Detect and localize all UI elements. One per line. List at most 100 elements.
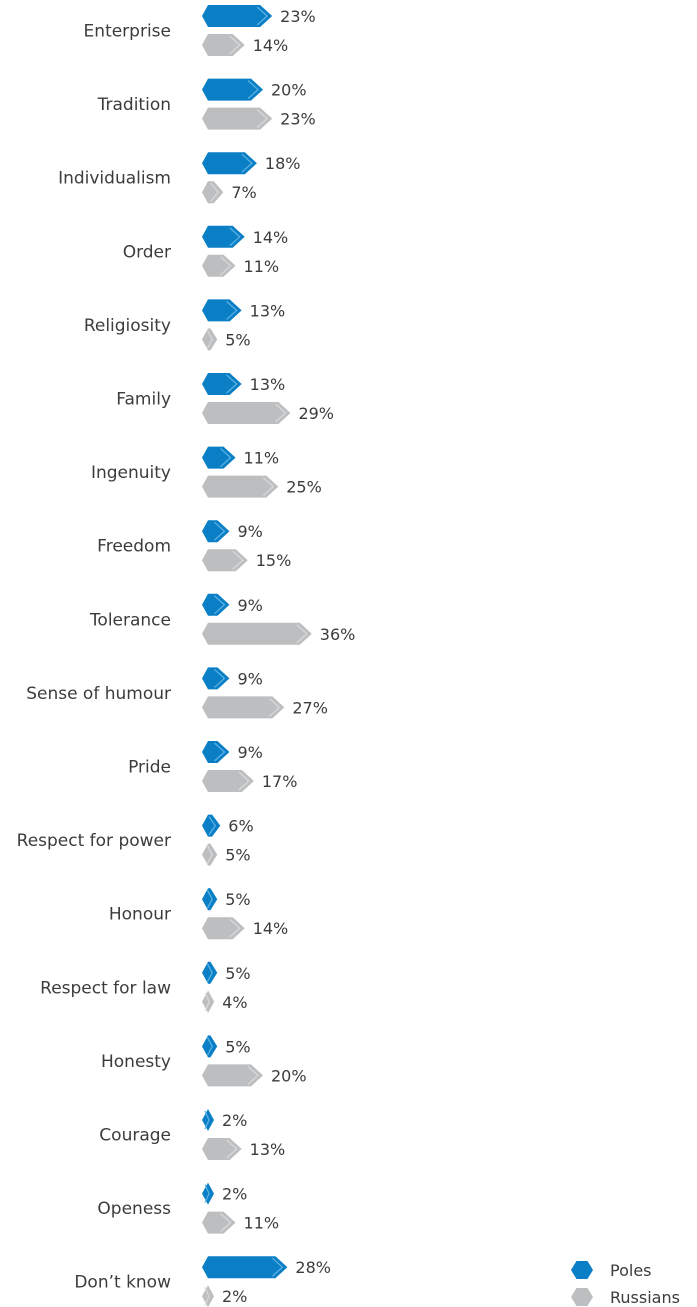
value-label-poles: 5% — [225, 964, 250, 983]
bar-russians-honesty — [202, 1064, 263, 1087]
bar-poles-courage-notch — [204, 1110, 210, 1130]
category-group-openess: Openess 2% 11% — [97, 1182, 280, 1234]
category-label: Ingenuity — [91, 463, 171, 483]
bar-russians-openess-notch — [220, 1213, 232, 1233]
bar-russians-family — [202, 402, 291, 424]
value-label-poles: 5% — [225, 1037, 250, 1056]
category-group-enterprise: Enterprise 23% 14% — [84, 5, 316, 56]
value-label-poles: 28% — [295, 1258, 331, 1277]
bar-russians-ingenuity — [202, 475, 279, 498]
category-label: Tradition — [97, 95, 171, 115]
category-group-courage: Courage 2%13% — [99, 1109, 285, 1160]
plot-area: Enterprise 23% 14% Tradition 20% 23% Individua… — [17, 5, 355, 1307]
legend-label-russians: Russians — [610, 1288, 680, 1307]
value-label-poles: 13% — [250, 375, 286, 394]
value-label-poles: 9% — [237, 596, 262, 615]
bar-russians-tolerance — [202, 622, 312, 645]
value-label-russians: 14% — [253, 36, 289, 55]
bar-russians-pride-notch — [238, 771, 250, 791]
bar-poles-don-t-know-notch — [271, 1257, 284, 1277]
value-label-poles: 23% — [280, 7, 316, 26]
bar-poles-don-t-know — [202, 1256, 288, 1279]
category-label: Family — [116, 390, 171, 410]
category-label: Religiosity — [84, 316, 171, 336]
bar-poles-pride — [202, 741, 230, 763]
bar-russians-pride — [202, 770, 254, 792]
value-label-poles: 9% — [237, 522, 262, 541]
bar-russians-sense-of-humour — [202, 696, 285, 719]
bar-russians-courage — [202, 1138, 242, 1160]
category-group-pride: Pride 9%17% — [128, 741, 297, 792]
bar-russians-order-notch — [220, 256, 232, 276]
category-group-tolerance: Tolerance 9% 36% — [89, 593, 355, 645]
bar-russians-tradition — [202, 107, 273, 130]
value-label-poles: 9% — [237, 669, 262, 688]
bar-russians-respect-for-power-notch — [206, 845, 213, 864]
bar-poles-respect-for-law-notch — [206, 963, 213, 983]
bar-poles-order — [202, 225, 245, 248]
bar-russians-don-t-know — [202, 1285, 214, 1307]
category-group-order: Order 14% 11% — [123, 225, 289, 277]
bar-poles-sense-of-humour — [202, 667, 230, 690]
bar-poles-enterprise-notch — [256, 6, 269, 26]
bar-russians-order — [202, 254, 236, 277]
bar-russians-honour — [202, 917, 245, 940]
bar-poles-courage — [202, 1109, 214, 1131]
value-label-russians: 27% — [292, 698, 328, 717]
bar-russians-freedom — [202, 549, 248, 572]
bar-poles-pride-notch — [214, 742, 226, 762]
bar-poles-individualism-notch — [241, 153, 253, 173]
legend-item-poles: Poles — [571, 1261, 652, 1280]
value-label-russians: 20% — [271, 1066, 307, 1085]
bar-russians-respect-for-law — [202, 990, 215, 1013]
bar-poles-order-notch — [229, 227, 241, 247]
category-label: Sense of humour — [26, 684, 171, 704]
bar-russians-religiosity — [202, 328, 218, 351]
category-label: Respect for law — [40, 978, 171, 998]
value-label-poles: 20% — [271, 81, 307, 100]
bar-poles-honesty — [202, 1035, 218, 1058]
value-label-poles: 13% — [250, 301, 286, 320]
category-label: Openess — [97, 1199, 171, 1219]
value-label-poles: 18% — [265, 154, 301, 173]
category-group-honour: Honour 5%14% — [109, 888, 288, 940]
value-label-poles: 5% — [225, 890, 250, 909]
value-label-poles: 14% — [253, 228, 289, 247]
bar-russians-freedom-notch — [232, 550, 244, 570]
category-group-respect-for-law: Respect for law 5% 4% — [40, 961, 251, 1013]
value-label-russians: 15% — [256, 551, 292, 570]
value-label-russians: 11% — [244, 1214, 280, 1233]
category-group-individualism: Individualism 18% 7% — [58, 152, 301, 204]
value-label-russians: 2% — [222, 1287, 247, 1306]
legend-item-russians: Russians — [571, 1288, 680, 1307]
bar-russians-ingenuity-notch — [262, 477, 275, 497]
bar-poles-tradition-notch — [247, 80, 259, 100]
value-label-poles: 9% — [237, 743, 262, 762]
bar-russians-honour-notch — [229, 918, 241, 938]
bar-poles-tradition — [202, 78, 263, 101]
value-label-russians: 29% — [298, 404, 334, 423]
bar-poles-family-notch — [226, 374, 238, 394]
value-label-russians: 25% — [286, 478, 322, 497]
bar-poles-enterprise — [202, 5, 273, 27]
value-label-russians: 5% — [225, 330, 250, 349]
bar-poles-honour-notch — [206, 889, 213, 909]
value-label-poles: 6% — [228, 817, 253, 836]
legend: Poles Russians — [571, 1261, 680, 1307]
category-group-sense-of-humour: Sense of humour 9% 27% — [26, 667, 328, 719]
category-group-tradition: Tradition 20% 23% — [97, 78, 316, 130]
category-label: Individualism — [58, 169, 171, 189]
category-label: Pride — [128, 758, 171, 778]
category-label: Honesty — [101, 1052, 171, 1072]
bar-poles-ingenuity — [202, 446, 236, 469]
bar-russians-tradition-notch — [256, 109, 269, 129]
bar-russians-individualism — [202, 181, 224, 204]
bar-russians-tolerance-notch — [296, 624, 308, 644]
value-label-russians: 4% — [222, 993, 247, 1012]
value-label-russians: 17% — [262, 772, 298, 791]
bar-russians-respect-for-law-notch — [204, 992, 210, 1012]
bar-poles-sense-of-humour-notch — [214, 668, 226, 688]
bar-russians-openess — [202, 1211, 236, 1234]
category-label: Tolerance — [89, 610, 171, 630]
